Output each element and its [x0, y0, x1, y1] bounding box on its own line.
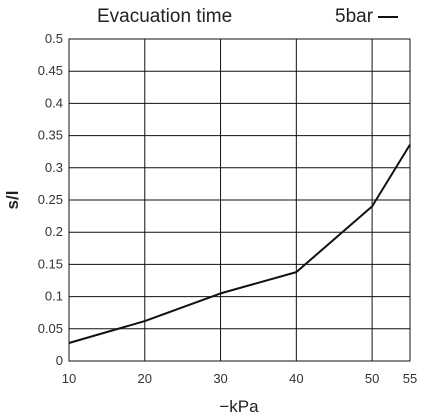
x-tick-label: 30: [213, 371, 227, 386]
grid: [69, 39, 410, 361]
y-tick-label: 0.05: [38, 321, 63, 336]
y-tick-label: 0.5: [45, 31, 63, 46]
y-tick-label: 0.45: [38, 63, 63, 78]
y-axis-label: s/l: [3, 191, 22, 210]
y-tick-label: 0.25: [38, 192, 63, 207]
y-tick-label: 0: [56, 353, 63, 368]
y-tick-label: 0.1: [45, 289, 63, 304]
x-tick-label: 50: [365, 371, 379, 386]
x-tick-label: 40: [289, 371, 303, 386]
x-axis-label: −kPa: [219, 397, 259, 416]
series-layer: [68, 144, 411, 344]
y-tick-label: 0.4: [45, 95, 63, 110]
y-tick-labels: 0 0.05 0.1 0.15 0.2 0.25 0.3 0.35 0.4 0.45 0.5: [38, 31, 63, 368]
legend: 5bar: [335, 6, 399, 28]
series-line: [68, 144, 411, 344]
legend-swatch: [378, 16, 399, 18]
x-tick-label: 55: [403, 371, 417, 386]
y-tick-label: 0.35: [38, 128, 63, 143]
x-tick-label: 20: [138, 371, 152, 386]
x-tick-label: 10: [62, 371, 76, 386]
legend-label: 5bar: [335, 6, 374, 27]
x-tick-labels: 10 20 30 40 50 55: [62, 371, 417, 386]
y-tick-label: 0.2: [45, 224, 63, 239]
y-tick-label: 0.15: [38, 256, 63, 271]
chart-title: Evacuation time: [97, 6, 233, 27]
y-tick-label: 0.3: [45, 160, 63, 175]
